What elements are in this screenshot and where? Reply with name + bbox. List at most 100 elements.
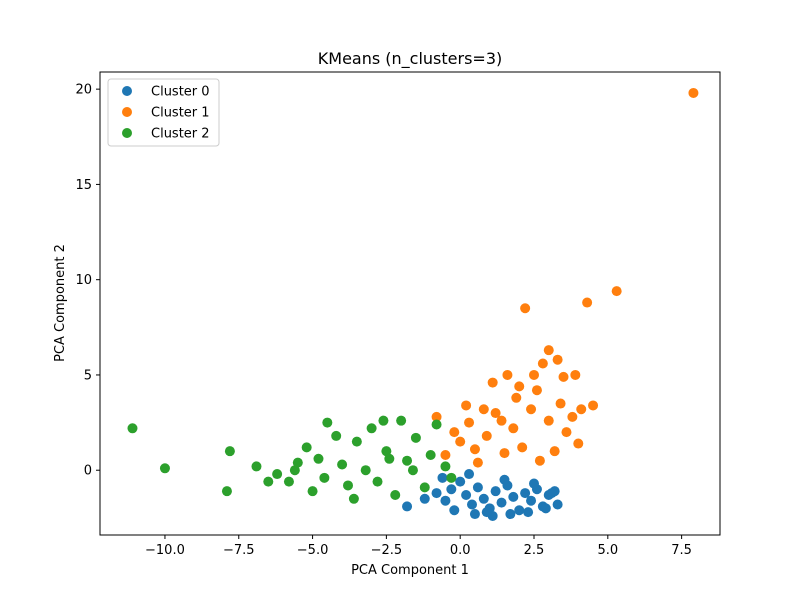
point-c0-14 — [520, 488, 531, 499]
point-c0-1 — [440, 495, 451, 506]
point-c1-17 — [431, 411, 442, 422]
point-c2-23 — [402, 455, 413, 466]
point-c2-35 — [384, 453, 395, 464]
point-c1-31 — [555, 398, 566, 409]
point-c0-28 — [540, 503, 551, 514]
point-c2-18 — [366, 423, 377, 434]
point-c2-28 — [440, 461, 451, 472]
x-tick-label: −2.5 — [371, 543, 403, 558]
point-c0-4 — [461, 489, 472, 500]
y-tick-label: 20 — [75, 83, 92, 98]
point-c1-3 — [520, 303, 531, 314]
point-c2-7 — [283, 476, 294, 487]
point-c1-6 — [537, 358, 548, 369]
legend: Cluster 0 Cluster 1 Cluster 2 — [107, 78, 220, 147]
point-c2-26 — [425, 449, 436, 460]
point-c1-21 — [472, 457, 483, 468]
point-c2-21 — [390, 489, 401, 500]
point-c0-7 — [478, 493, 489, 504]
point-c0-34 — [481, 507, 492, 518]
point-c2-33 — [289, 465, 300, 476]
legend-marker-2 — [122, 128, 132, 138]
x-tick-label: 5.0 — [597, 543, 618, 558]
point-c2-32 — [319, 472, 330, 483]
series-2 — [127, 415, 457, 504]
point-c0-0 — [431, 488, 442, 499]
series-1 — [431, 87, 699, 468]
point-c1-37 — [514, 381, 525, 392]
point-c0-29 — [437, 472, 448, 483]
point-c2-34 — [407, 465, 418, 476]
point-c1-12 — [558, 371, 569, 382]
y-tick-label: 10 — [75, 273, 92, 288]
point-c2-15 — [343, 480, 353, 491]
legend-label-2: Cluster 2 — [151, 127, 210, 142]
point-c0-3 — [455, 476, 466, 487]
point-c2-19 — [372, 476, 383, 487]
y-tick-label: 5 — [84, 368, 92, 383]
point-c1-32 — [531, 385, 542, 396]
point-c2-25 — [419, 482, 430, 493]
point-c0-5 — [467, 499, 477, 510]
point-c0-33 — [419, 493, 430, 504]
point-c1-18 — [440, 449, 451, 460]
point-c2-6 — [272, 469, 283, 480]
point-c2-5 — [263, 476, 274, 487]
point-c0-20 — [552, 499, 563, 510]
point-c1-36 — [567, 411, 578, 422]
point-c1-1 — [611, 286, 622, 297]
point-c2-22 — [396, 415, 407, 426]
point-c2-3 — [221, 486, 232, 497]
point-c2-31 — [378, 415, 389, 426]
point-c1-34 — [478, 404, 489, 415]
point-c2-27 — [431, 419, 442, 430]
point-c1-13 — [529, 369, 539, 380]
point-c2-20 — [381, 446, 392, 457]
point-c0-21 — [546, 488, 557, 499]
point-c2-4 — [251, 461, 262, 472]
point-c1-35 — [449, 427, 460, 438]
chart-title: KMeans (n_clusters=3) — [318, 49, 502, 69]
point-c1-26 — [517, 442, 528, 453]
point-c2-0 — [127, 423, 138, 434]
point-c1-0 — [688, 87, 699, 98]
x-tick-label: 0.0 — [450, 543, 471, 558]
point-c1-20 — [464, 417, 475, 428]
point-c0-27 — [523, 507, 534, 518]
point-c0-15 — [526, 495, 537, 506]
point-c1-19 — [455, 436, 466, 447]
point-c1-27 — [526, 404, 537, 415]
x-tick-label: −5.0 — [297, 543, 329, 558]
series-0 — [402, 469, 563, 521]
x-axis-label: PCA Component 1 — [351, 563, 469, 578]
point-c0-31 — [499, 474, 510, 485]
point-c2-2 — [224, 446, 235, 457]
point-c0-23 — [449, 505, 460, 516]
point-c1-8 — [588, 400, 599, 411]
point-c1-15 — [487, 377, 498, 388]
point-c1-10 — [573, 438, 584, 449]
data-points — [127, 87, 699, 521]
point-c2-1 — [159, 463, 170, 474]
point-c1-30 — [549, 446, 560, 457]
point-c2-14 — [337, 459, 348, 470]
point-c1-14 — [502, 369, 513, 380]
point-c0-12 — [508, 491, 519, 502]
x-tick-label: −10.0 — [145, 543, 185, 558]
legend-box — [107, 78, 220, 147]
point-c2-16 — [351, 436, 362, 447]
legend-marker-0 — [122, 86, 132, 96]
point-c1-28 — [534, 455, 545, 466]
y-axis-label: PCA Component 2 — [53, 244, 68, 362]
point-c0-26 — [505, 509, 516, 520]
point-c2-13 — [331, 430, 342, 441]
point-c1-39 — [469, 444, 480, 455]
point-c0-24 — [469, 509, 480, 520]
y-tick-label: 15 — [75, 178, 92, 193]
point-c0-30 — [464, 469, 475, 480]
point-c1-9 — [576, 404, 587, 415]
point-c1-22 — [481, 430, 492, 441]
point-c1-2 — [582, 297, 593, 308]
point-c2-11 — [313, 453, 324, 464]
